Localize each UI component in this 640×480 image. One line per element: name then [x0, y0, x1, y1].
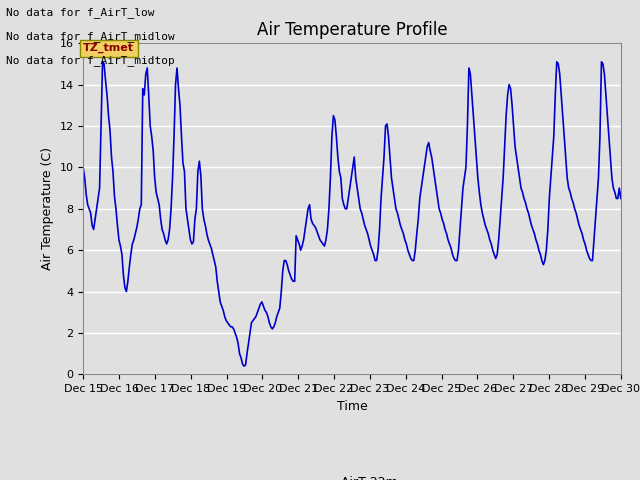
Legend: AirT 22m: AirT 22m: [301, 471, 403, 480]
Y-axis label: Air Temperature (C): Air Temperature (C): [41, 147, 54, 270]
Text: No data for f_AirT_low: No data for f_AirT_low: [6, 7, 155, 18]
Text: No data for f_AirT_midlow: No data for f_AirT_midlow: [6, 31, 175, 42]
Text: TZ_tmet: TZ_tmet: [83, 43, 134, 53]
Text: No data for f_AirT_midtop: No data for f_AirT_midtop: [6, 55, 175, 66]
Title: Air Temperature Profile: Air Temperature Profile: [257, 21, 447, 39]
X-axis label: Time: Time: [337, 400, 367, 413]
